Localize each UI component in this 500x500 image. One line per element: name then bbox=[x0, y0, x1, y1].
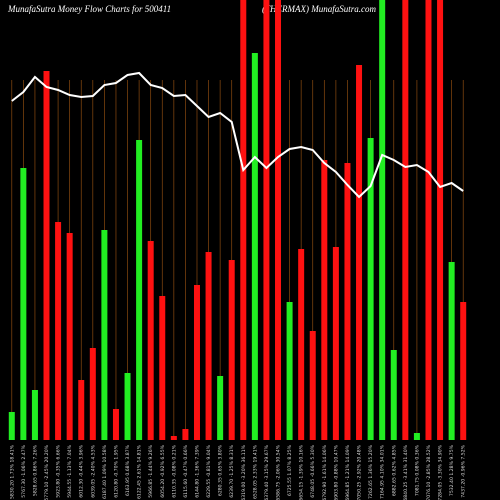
x-tick-label: 7437.20 -0.96% 7.52% bbox=[461, 444, 467, 497]
x-tick-label: 7532.40 1.28% 9.75% bbox=[449, 444, 455, 496]
bar bbox=[124, 373, 131, 440]
chart-title: MunafaSutra Money Flow Charts for 500411 bbox=[7, 4, 171, 14]
bar bbox=[170, 436, 177, 440]
bar bbox=[356, 65, 363, 440]
x-tick-label: 7284.05 -3.30% 34.90% bbox=[438, 444, 444, 500]
bar bbox=[344, 163, 351, 440]
x-tick-label: 7081.75 0.08% 0.36% bbox=[414, 444, 420, 496]
x-tick-label: 7164.95 4.10% 34.01% bbox=[380, 444, 386, 499]
bar bbox=[159, 296, 166, 440]
x-tick-label: 6229.55 -0.81% 9.04% bbox=[206, 444, 212, 497]
x-tick-label: 6280.35 0.65% 3.80% bbox=[218, 444, 224, 496]
bar bbox=[402, 0, 409, 440]
bar bbox=[413, 433, 420, 440]
x-tick-label: 6792.90 -1.61% 14.06% bbox=[322, 444, 328, 500]
bar bbox=[425, 0, 432, 440]
bar bbox=[101, 230, 108, 440]
bar bbox=[182, 429, 189, 440]
x-tick-label: 6110.35 -0.08% 0.21% bbox=[171, 444, 177, 497]
bar bbox=[367, 138, 374, 440]
x-tick-label: 5966.85 -1.44% 9.26% bbox=[148, 444, 154, 497]
x-tick-label: 6379.40 -3.15% 29.67% bbox=[264, 444, 270, 500]
x-tick-label: 6144.80 -1.36% 7.39% bbox=[194, 444, 200, 497]
x-tick-label: 6586.75 -2.06% 30.54% bbox=[276, 444, 282, 500]
bar bbox=[263, 0, 270, 440]
x-tick-label: 6039.05 -2.40% 4.53% bbox=[90, 444, 96, 497]
x-tick-label: 6122.45 2.61% 14.81% bbox=[137, 444, 143, 499]
x-tick-label: 6882.65 0.62% 4.85% bbox=[391, 444, 397, 496]
x-tick-label: 6748.05 -0.66% 5.30% bbox=[310, 444, 316, 497]
bar bbox=[136, 140, 143, 440]
x-tick-label: 6528.05 2.33% 19.41% bbox=[252, 444, 258, 499]
x-tick-label: 7050.25 -2.92% 20.48% bbox=[357, 444, 363, 500]
x-tick-label: 6725.55 1.07% 8.25% bbox=[287, 444, 293, 496]
bar bbox=[55, 222, 62, 440]
x-tick-label: 6115.60 -0.47% 0.66% bbox=[183, 444, 189, 497]
bar bbox=[31, 390, 38, 440]
x-tick-label: 5767.30 -1.06% 2.47% bbox=[21, 444, 27, 497]
bar bbox=[298, 249, 305, 440]
bar bbox=[78, 380, 85, 440]
x-tick-label: 6840.25 -3.41% 31.40% bbox=[403, 444, 409, 500]
x-tick-label: 6120.80 -0.70% 1.95% bbox=[113, 444, 119, 497]
bar bbox=[8, 412, 15, 440]
x-tick-label: 6239.70 -1.25% 8.31% bbox=[229, 444, 235, 497]
bar bbox=[379, 0, 386, 440]
bar bbox=[112, 409, 119, 440]
x-tick-label: 6054.20 -0.92% 6.55% bbox=[160, 444, 166, 497]
x-tick-label: 7262.65 1.36% 15.20% bbox=[368, 444, 374, 499]
bar bbox=[251, 53, 258, 440]
bar bbox=[460, 302, 467, 440]
bar bbox=[193, 285, 200, 440]
bar bbox=[217, 376, 224, 440]
bar bbox=[147, 241, 154, 440]
bar bbox=[309, 331, 316, 440]
bar bbox=[240, 0, 247, 440]
bar bbox=[43, 71, 50, 440]
x-tick-label: 5779.10 -2.45% 20.20% bbox=[44, 444, 50, 500]
x-tick-label: 6903.80 -0.88% 10.47% bbox=[333, 444, 339, 500]
x-tick-label: 6319.00 -3.20% 36.11% bbox=[241, 444, 247, 500]
x-tick-label: 6163.95 0.68% 3.87% bbox=[125, 444, 131, 496]
x-tick-label: 5828.65 0.86% 7.26% bbox=[32, 444, 38, 496]
bar bbox=[332, 247, 339, 440]
x-tick-label: 6654.15 -1.39% 10.16% bbox=[299, 444, 305, 500]
bar bbox=[321, 160, 328, 440]
bar bbox=[448, 262, 455, 440]
x-tick-label: 6187.40 1.09% 10.58% bbox=[102, 444, 108, 499]
x-tick-label: 5944.55 -1.13% 7.04% bbox=[67, 444, 73, 497]
x-tick-label: 5923.80 -0.35% 6.66% bbox=[56, 444, 62, 497]
chart-subtitle: (THERMAX) MunafaSutra.com bbox=[262, 4, 376, 14]
bar bbox=[89, 348, 96, 440]
bar bbox=[437, 0, 444, 440]
flow-line bbox=[11, 71, 464, 199]
bar bbox=[390, 350, 397, 440]
bar bbox=[286, 302, 293, 440]
x-tick-label: 6012.30 -0.44% 3.96% bbox=[79, 444, 85, 497]
bar bbox=[275, 0, 282, 440]
x-tick-label: 6964.85 -1.21% 14.09% bbox=[345, 444, 351, 500]
bar bbox=[20, 168, 27, 440]
bar bbox=[66, 233, 73, 440]
bar bbox=[228, 260, 235, 440]
bar bbox=[205, 252, 212, 440]
x-tick-label: 7076.10 -2.85% 28.52% bbox=[426, 444, 432, 500]
x-tick-label: 5830.20 1.73% 18.41% bbox=[9, 444, 15, 499]
